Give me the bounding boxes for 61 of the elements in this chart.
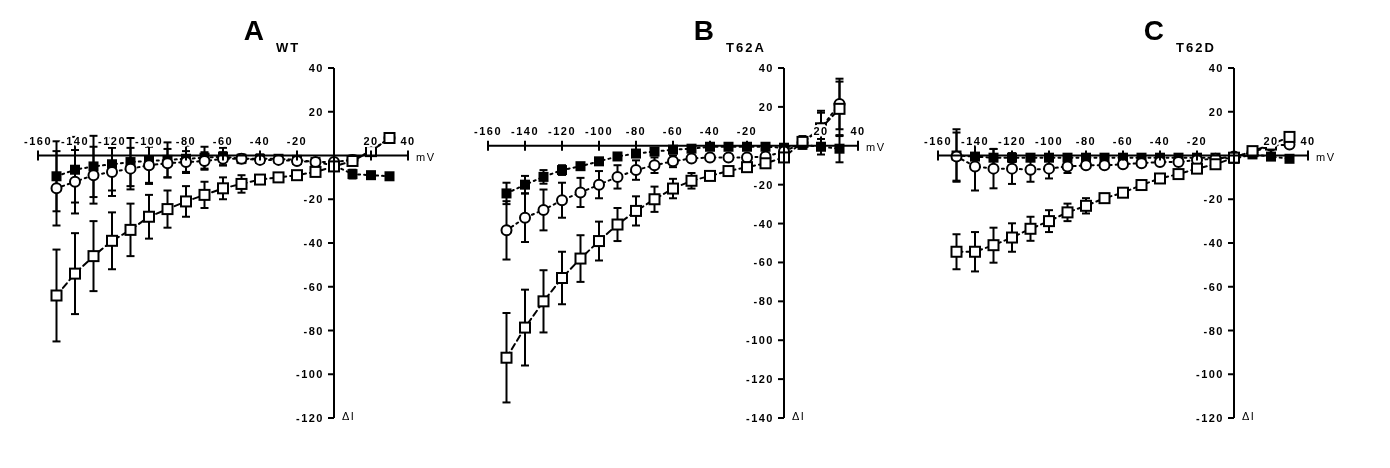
y-tick-label: -20 <box>753 178 774 191</box>
y-tick-label: -100 <box>295 368 324 381</box>
x-tick-label: -60 <box>1112 134 1134 147</box>
y-tick-label: -80 <box>753 295 774 308</box>
y-tick-label: -120 <box>295 412 324 424</box>
x-tick-label: -40 <box>699 124 721 137</box>
y-tick-label: -20 <box>1203 193 1224 206</box>
x-tick-label: -60 <box>662 124 684 137</box>
y-tick-label: -100 <box>1195 368 1224 381</box>
y-tick-label: -140 <box>745 412 774 424</box>
y-tick-label: -60 <box>303 280 324 293</box>
x-tick-label: -20 <box>1186 134 1208 147</box>
y-tick-label: -120 <box>745 373 774 386</box>
x-tick-label: -120 <box>997 134 1027 147</box>
x-tick-label: 40 <box>1300 134 1316 147</box>
y-tick-label: -60 <box>753 256 774 269</box>
x-tick-label: -100 <box>1034 134 1064 147</box>
y-tick-label: -100 <box>745 334 774 347</box>
x-tick-label: -80 <box>1075 134 1097 147</box>
x-tick-label: -20 <box>286 134 308 147</box>
y-tick-label: -120 <box>1195 412 1224 424</box>
x-tick-label: -140 <box>510 124 540 137</box>
y-axis-title: ΔI <box>1242 410 1256 422</box>
x-tick-label: -20 <box>736 124 758 137</box>
y-tick-label: -40 <box>753 217 774 230</box>
x-tick-label: -160 <box>23 134 53 147</box>
x-tick-label: 40 <box>400 134 416 147</box>
x-tick-label: -80 <box>625 124 647 137</box>
y-axis-title: ΔI <box>792 410 806 422</box>
y-tick-label: 40 <box>758 62 774 74</box>
y-tick-label: -80 <box>1203 324 1224 337</box>
y-tick-label: -40 <box>303 237 324 249</box>
x-tick-label: -120 <box>547 124 577 137</box>
x-tick-label: -80 <box>175 134 197 147</box>
x-tick-label: -60 <box>212 134 234 147</box>
y-tick-label: -20 <box>303 193 324 206</box>
y-tick-label: -60 <box>1203 280 1224 293</box>
y-tick-label: 20 <box>1208 105 1224 118</box>
y-tick-label: 40 <box>308 62 324 74</box>
x-axis-title: mV <box>866 140 886 153</box>
y-axis-title: ΔI <box>342 410 356 422</box>
x-tick-label: -160 <box>473 124 503 137</box>
y-tick-label: 40 <box>1208 62 1224 74</box>
y-tick-label: -80 <box>303 324 324 337</box>
chart-title: B <box>693 15 714 46</box>
x-axis-title: mV <box>416 150 436 163</box>
x-tick-label: 40 <box>850 124 866 137</box>
x-tick-label: 20 <box>363 134 379 147</box>
y-tick-label: 20 <box>758 100 774 113</box>
chart-subtitle: WT <box>276 40 301 55</box>
chart-title: C <box>1143 15 1164 46</box>
y-tick-label: 20 <box>308 105 324 118</box>
x-axis-title: mV <box>1316 150 1336 163</box>
chart-title: A <box>243 15 264 46</box>
chart-subtitle: T62D <box>1176 40 1216 55</box>
x-tick-label: -160 <box>923 134 953 147</box>
y-tick-label: -40 <box>1203 237 1224 249</box>
chart-subtitle: T62A <box>726 40 766 55</box>
x-tick-label: -100 <box>584 124 614 137</box>
x-tick-label: -40 <box>249 134 271 147</box>
x-tick-label: -40 <box>1149 134 1171 147</box>
